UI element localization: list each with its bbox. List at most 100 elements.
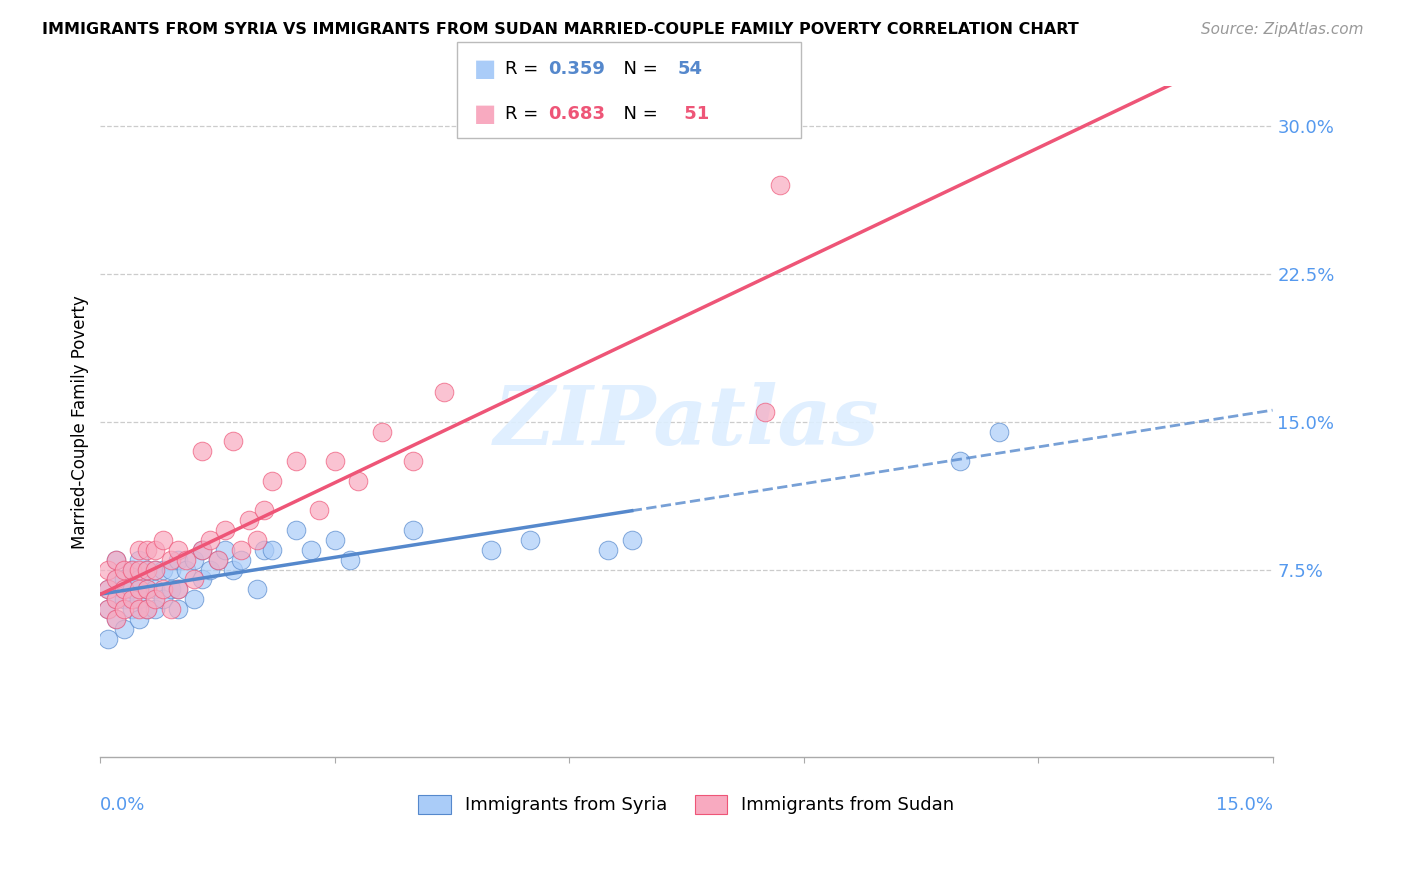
Text: 0.683: 0.683: [548, 105, 606, 123]
Point: [159, 582, 181, 597]
Point: [104, 552, 127, 566]
Point: [988, 425, 1011, 439]
Point: [152, 582, 174, 597]
Point: [121, 563, 143, 577]
Point: [222, 434, 245, 449]
Point: [191, 573, 214, 587]
Text: 0.0%: 0.0%: [100, 796, 146, 814]
Text: Source: ZipAtlas.com: Source: ZipAtlas.com: [1201, 22, 1364, 37]
Point: [104, 612, 127, 626]
Point: [754, 405, 776, 419]
Point: [136, 582, 159, 597]
Point: [299, 542, 322, 557]
Point: [143, 542, 166, 557]
Point: [112, 582, 135, 597]
Point: [167, 552, 190, 566]
Point: [183, 573, 205, 587]
Point: [159, 552, 181, 566]
Point: [347, 474, 370, 488]
Point: [370, 425, 392, 439]
Point: [167, 602, 190, 616]
Text: IMMIGRANTS FROM SYRIA VS IMMIGRANTS FROM SUDAN MARRIED-COUPLE FAMILY POVERTY COR: IMMIGRANTS FROM SYRIA VS IMMIGRANTS FROM…: [42, 22, 1078, 37]
Point: [238, 513, 260, 527]
Point: [97, 602, 120, 616]
Point: [143, 563, 166, 577]
Point: [479, 542, 502, 557]
Point: [121, 563, 143, 577]
Point: [143, 582, 166, 597]
Point: [198, 563, 221, 577]
Point: [97, 602, 120, 616]
Point: [262, 474, 284, 488]
Point: [121, 602, 143, 616]
Point: [167, 542, 190, 557]
Point: [167, 582, 190, 597]
Point: [167, 582, 190, 597]
Point: [402, 523, 425, 537]
Point: [246, 533, 269, 547]
Point: [598, 542, 620, 557]
Text: R =: R =: [505, 105, 544, 123]
Text: N =: N =: [612, 105, 664, 123]
Point: [97, 582, 120, 597]
Point: [769, 178, 792, 192]
Text: N =: N =: [612, 60, 664, 78]
Point: [97, 563, 120, 577]
Point: [183, 552, 205, 566]
Point: [112, 563, 135, 577]
Point: [128, 563, 150, 577]
Point: [136, 542, 159, 557]
Text: ZIPatlas: ZIPatlas: [494, 382, 879, 462]
Text: ■: ■: [474, 103, 496, 126]
Point: [136, 563, 159, 577]
Point: [152, 533, 174, 547]
Point: [128, 592, 150, 607]
Point: [183, 592, 205, 607]
Point: [191, 542, 214, 557]
Point: [128, 573, 150, 587]
Point: [112, 592, 135, 607]
Point: [176, 552, 198, 566]
Point: [152, 563, 174, 577]
Point: [121, 582, 143, 597]
Point: [519, 533, 541, 547]
Point: [339, 552, 361, 566]
Point: [97, 582, 120, 597]
Point: [207, 552, 229, 566]
Point: [229, 542, 252, 557]
Point: [97, 632, 120, 646]
Point: [229, 552, 252, 566]
Point: [143, 602, 166, 616]
Point: [284, 454, 307, 468]
Point: [214, 542, 236, 557]
Point: [402, 454, 425, 468]
Point: [104, 592, 127, 607]
Point: [191, 542, 214, 557]
Point: [104, 612, 127, 626]
Point: [128, 542, 150, 557]
Point: [136, 582, 159, 597]
Text: ■: ■: [474, 57, 496, 81]
Point: [128, 602, 150, 616]
Point: [198, 533, 221, 547]
Point: [207, 552, 229, 566]
Point: [176, 563, 198, 577]
Point: [262, 542, 284, 557]
Point: [128, 612, 150, 626]
Point: [620, 533, 643, 547]
Point: [214, 523, 236, 537]
Point: [121, 592, 143, 607]
Point: [323, 454, 346, 468]
Legend: Immigrants from Syria, Immigrants from Sudan: Immigrants from Syria, Immigrants from S…: [411, 788, 962, 822]
Point: [136, 602, 159, 616]
Point: [104, 573, 127, 587]
Point: [104, 552, 127, 566]
Point: [143, 563, 166, 577]
Point: [191, 444, 214, 458]
Point: [143, 592, 166, 607]
Text: 54: 54: [678, 60, 703, 78]
Point: [128, 552, 150, 566]
Text: 51: 51: [678, 105, 709, 123]
Point: [323, 533, 346, 547]
Point: [308, 503, 330, 517]
